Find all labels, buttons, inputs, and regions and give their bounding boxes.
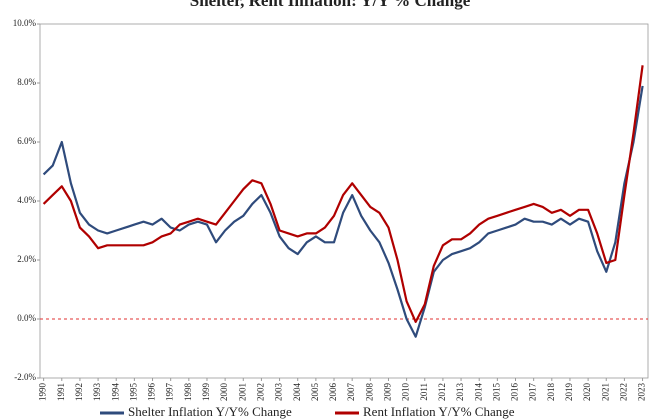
- x-tick-label: 2005: [310, 383, 320, 402]
- legend-label: Rent Inflation Y/Y% Change: [363, 404, 515, 419]
- x-tick-label: 2016: [510, 383, 520, 402]
- legend-label: Shelter Inflation Y/Y% Change: [128, 404, 292, 419]
- x-tick-label: 2011: [419, 383, 429, 401]
- x-tick-label: 1999: [201, 383, 211, 402]
- x-tick-label: 2009: [383, 383, 393, 402]
- x-tick-label: 1994: [110, 383, 120, 402]
- y-tick-label: 2.0%: [17, 254, 36, 264]
- x-tick-label: 2020: [582, 383, 592, 402]
- y-tick-label: 6.0%: [17, 136, 36, 146]
- series-line: [42, 65, 644, 323]
- y-tick-label: 0.0%: [17, 313, 36, 323]
- x-tick-label: 1995: [128, 383, 138, 402]
- x-tick-label: 2014: [473, 383, 483, 402]
- y-tick-label: -2.0%: [14, 372, 36, 382]
- x-tick-label: 1993: [92, 383, 102, 402]
- series-line: [42, 85, 644, 338]
- y-tick-label: 4.0%: [17, 195, 36, 205]
- y-tick-label: 8.0%: [17, 77, 36, 87]
- x-tick-label: 2006: [328, 383, 338, 402]
- x-tick-label: 2008: [364, 383, 374, 402]
- plot-frame: [39, 23, 649, 379]
- x-tick-label: 2002: [255, 383, 265, 401]
- x-tick-label: 1991: [56, 383, 66, 401]
- x-tick-label: 2022: [618, 383, 628, 401]
- x-tick-label: 2013: [455, 383, 465, 402]
- x-tick-label: 1996: [147, 383, 157, 402]
- x-tick-label: 1990: [38, 383, 48, 402]
- x-tick-label: 2017: [528, 383, 538, 402]
- x-tick-label: 2003: [274, 383, 284, 402]
- x-tick-label: 2004: [292, 383, 302, 402]
- x-tick-label: 2021: [600, 383, 610, 401]
- x-tick-label: 2018: [546, 383, 556, 402]
- x-tick-label: 1997: [165, 383, 175, 402]
- x-tick-label: 2012: [437, 383, 447, 401]
- x-tick-label: 1998: [183, 383, 193, 402]
- chart-title: Shelter, Rent Inflation: Y/Y % Change: [190, 0, 471, 10]
- x-tick-label: 2015: [491, 383, 501, 402]
- y-tick-label: 10.0%: [13, 18, 37, 28]
- x-tick-label: 2019: [564, 383, 574, 402]
- x-tick-label: 2000: [219, 383, 229, 402]
- x-tick-label: 1992: [74, 383, 84, 401]
- x-tick-label: 2010: [401, 383, 411, 402]
- x-tick-label: 2007: [346, 383, 356, 402]
- x-tick-label: 2001: [237, 383, 247, 401]
- x-tick-label: 2023: [637, 383, 647, 402]
